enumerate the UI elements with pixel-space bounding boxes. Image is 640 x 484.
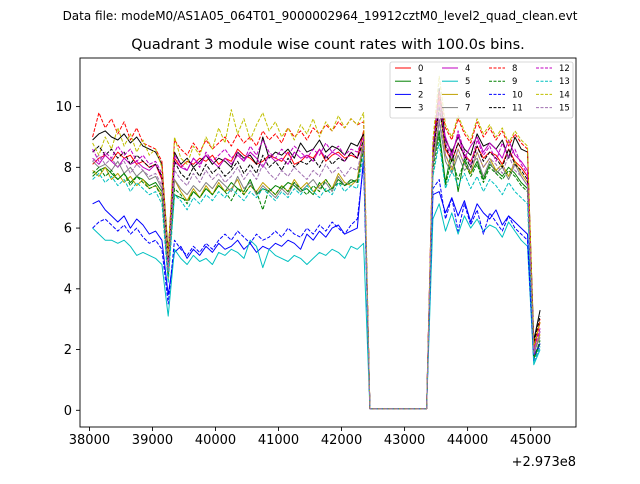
- series-group: [92, 75, 541, 410]
- series-line-2: [92, 157, 541, 410]
- series-line-5: [92, 203, 541, 410]
- x-tick-label: 42000: [321, 433, 362, 448]
- legend-label-7: 7: [465, 104, 470, 114]
- series-line-11: [92, 106, 541, 410]
- legend-label-14: 14: [559, 90, 570, 100]
- chart-title: Quadrant 3 module wise count rates with …: [131, 37, 525, 53]
- legend-label-11: 11: [512, 104, 523, 114]
- suptitle: Data file: modeM0/AS1A05_064T01_90000029…: [63, 9, 578, 23]
- legend-label-1: 1: [418, 77, 423, 87]
- legend-label-5: 5: [465, 77, 470, 87]
- x-tick-label: 38000: [69, 433, 110, 448]
- series-line-10: [92, 163, 541, 410]
- x-tick-label: 44000: [447, 433, 488, 448]
- legend-box: [389, 61, 574, 119]
- y-tick-label: 2: [64, 343, 72, 358]
- legend-label-8: 8: [512, 64, 517, 74]
- legend-label-15: 15: [559, 104, 570, 114]
- y-tick-label: 4: [64, 282, 72, 297]
- series-line-14: [92, 75, 541, 410]
- legend-label-4: 4: [465, 64, 470, 74]
- legend-label-9: 9: [512, 77, 517, 87]
- series-line-12: [92, 100, 541, 410]
- legend-label-10: 10: [512, 90, 523, 100]
- axes-group: 38000 39000 40000 41000 42000 43000 44000 45000…: [55, 57, 577, 470]
- x-tick-label: 39000: [132, 433, 173, 448]
- axes-frame: [79, 57, 577, 428]
- x-tick-label: 43000: [384, 433, 425, 448]
- legend-label-2: 2: [418, 90, 423, 100]
- legend-label-12: 12: [559, 64, 570, 74]
- series-line-7: [92, 121, 541, 410]
- legend-label-13: 13: [559, 77, 570, 87]
- y-tick-label: 0: [64, 404, 72, 419]
- series-line-13: [92, 142, 541, 410]
- x-offset-label: +2.973e8: [512, 455, 576, 470]
- series-line-15: [92, 118, 541, 410]
- y-tick-label: 6: [64, 222, 72, 237]
- x-tick-label: 40000: [195, 433, 236, 448]
- legend-label-3: 3: [418, 104, 423, 114]
- y-tick-label: 10: [55, 100, 72, 115]
- x-tick-label: 45000: [510, 433, 551, 448]
- legend-label-0: 0: [418, 64, 423, 74]
- x-tick-label: 41000: [258, 433, 299, 448]
- legend-label-6: 6: [465, 90, 470, 100]
- y-tick-label: 8: [64, 161, 72, 176]
